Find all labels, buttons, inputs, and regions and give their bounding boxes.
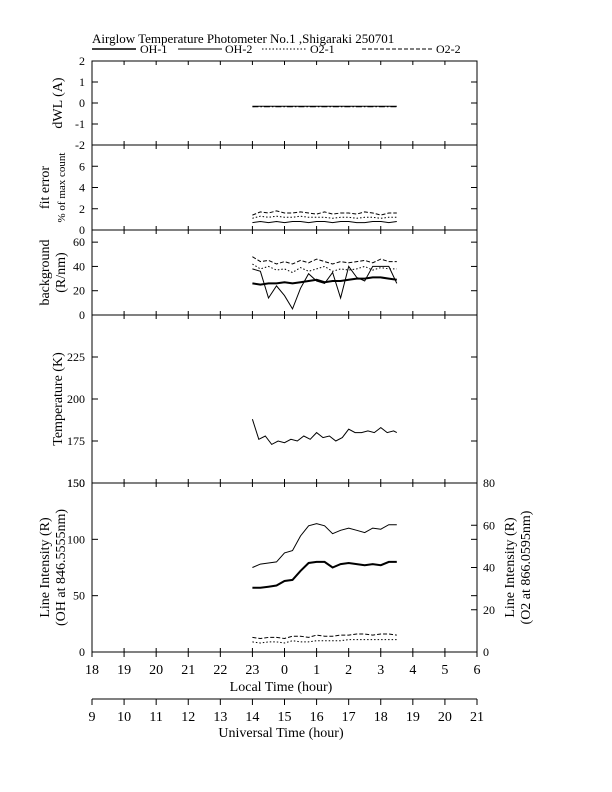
local-tick-label: 21 [181, 663, 195, 678]
intensity-ylabel-right2: (O2 at 866.0595nm) [519, 510, 534, 624]
local-tick-label: 6 [474, 663, 481, 678]
background-frame [91, 229, 478, 316]
background-series-o2-2 [252, 256, 397, 265]
temperature-ylabel: Temperature (K) [51, 352, 66, 446]
ut-tick-label: 18 [374, 710, 388, 725]
local-tick-label: 22 [213, 663, 227, 678]
fit-error-series-oh-1 [252, 220, 397, 224]
local-tick-label: 23 [245, 663, 259, 678]
intensity-ytick-label: 100 [67, 532, 85, 546]
ut-tick-label: 15 [278, 710, 292, 725]
dwl-ytick-label: 0 [79, 96, 85, 110]
temperature-ytick-label: 225 [67, 350, 85, 364]
dwl-frame [91, 60, 478, 146]
background-series-oh-1 [252, 276, 397, 286]
fit-error-ytick-label: 4 [79, 181, 85, 195]
background-ytick-label: 40 [73, 259, 85, 273]
x-axis-label-ut: Universal Time (hour) [218, 726, 344, 741]
temperature-ytick-label: 150 [67, 476, 85, 490]
x-axis-label-local: Local Time (hour) [230, 680, 333, 695]
legend-label-oh-2: OH-2 [225, 42, 252, 56]
local-tick-label: 2 [345, 663, 352, 678]
panel-fit-error: 6 4 2 0 fit error% of max count [38, 144, 478, 237]
local-tick-label: 18 [85, 663, 99, 678]
intensity-right-tick-label: 20 [483, 603, 495, 617]
ut-tick-label: 21 [470, 710, 484, 725]
legend-label-o2-2: O2-2 [436, 42, 461, 56]
ut-tick-label: 20 [438, 710, 452, 725]
local-tick-label: 0 [281, 663, 288, 678]
panel-temperature: 225 200 175 150 Temperature (K) [51, 314, 478, 490]
ut-tick-label: 9 [89, 710, 96, 725]
dwl-ytick-label: 1 [79, 75, 85, 89]
dwl-ytick-label: 2 [79, 54, 85, 68]
local-tick-label: 3 [377, 663, 384, 678]
local-tick-label: 20 [149, 663, 163, 678]
fit-error-ytick-label: 0 [79, 223, 85, 237]
intensity-right-tick-label: 60 [483, 518, 495, 532]
panel-background: 60 40 20 0 background (R/nm) [38, 229, 478, 322]
intensity-ylabel: Line Intensity (R) [38, 517, 53, 618]
intensity-series-oh-1 [252, 560, 397, 589]
intensity-ylabel-right: Line Intensity (R) [503, 517, 518, 618]
temperature-series-oh-1 [251, 419, 398, 446]
fit-error-series-o2-2 [252, 210, 397, 216]
temperature-ytick-label: 200 [67, 392, 85, 406]
intensity-ytick-label: 50 [73, 589, 85, 603]
chart-legend: OH-1 OH-2 O2-1 O2-2 [92, 42, 461, 56]
dwl-ylabel: dWL (A) [51, 77, 66, 129]
ut-tick-label: 11 [149, 710, 162, 725]
panel-dwl: 2 1 0 -1 -2 dWL (A) [51, 54, 478, 152]
background-ytick-label: 0 [79, 308, 85, 322]
legend-label-oh-1: OH-1 [140, 42, 167, 56]
ut-tick-label: 10 [117, 710, 131, 725]
ut-tick-label: 12 [181, 710, 195, 725]
dwl-ytick-label: -2 [75, 138, 85, 152]
ut-tick-label: 13 [213, 710, 227, 725]
ut-tick-label: 17 [342, 710, 356, 725]
fit-error-ytick-label: 6 [79, 159, 85, 173]
fit-error-ylabel: fit error [38, 166, 53, 209]
intensity-series-o2-2 [252, 633, 397, 640]
background-ylabel: background [38, 239, 53, 305]
local-tick-label: 5 [441, 663, 448, 678]
x-axes: 18 19 20 21 22 23 0 1 2 3 4 5 69 10 11 12 13 14 15 16 17 18 19… [85, 652, 484, 725]
local-tick-label: 4 [409, 663, 416, 678]
intensity-series-oh-2 [252, 523, 397, 568]
intensity-right-tick-label: 0 [483, 645, 489, 659]
background-ytick-label: 60 [73, 235, 85, 249]
ut-tick-label: 19 [406, 710, 420, 725]
background-ytick-label: 20 [73, 284, 85, 298]
local-tick-label: 1 [313, 663, 320, 678]
intensity-ylabel2: (OH at 846.5555nm) [54, 509, 69, 626]
intensity-ytick-label: 0 [79, 645, 85, 659]
intensity-series-o2-1-low [252, 639, 397, 644]
temperature-ytick-label: 175 [67, 434, 85, 448]
intensity-frame [91, 482, 478, 653]
fit-error-series-o2-1 [252, 215, 397, 219]
ut-tick-label: 16 [310, 710, 324, 725]
fit-error-ytick-label: 2 [79, 202, 85, 216]
temperature-frame [91, 314, 478, 484]
ut-tick-label: 14 [245, 710, 259, 725]
background-series-o2-1 [252, 263, 397, 274]
intensity-right-tick-label: 40 [483, 561, 495, 575]
chart-title: Airglow Temperature Photometer No.1 ,Shi… [92, 31, 394, 46]
local-tick-label: 19 [117, 663, 131, 678]
intensity-right-tick-label: 80 [483, 476, 495, 490]
background-series-oh-2 [252, 265, 398, 311]
legend-label-o2-1: O2-1 [310, 42, 335, 56]
intensity-ytick-label: 150 [67, 476, 85, 490]
dwl-ytick-label: -1 [75, 117, 85, 131]
background-ylabel2: (R/nm) [54, 252, 69, 293]
fit-error-ylabel2: % of max count [56, 153, 68, 223]
